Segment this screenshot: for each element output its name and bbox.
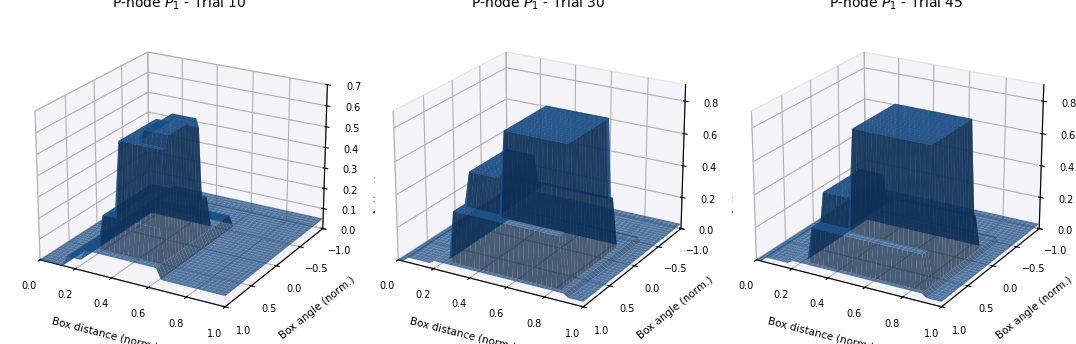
X-axis label: Box distance (norm.): Box distance (norm.) (409, 315, 518, 344)
X-axis label: Box distance (norm.): Box distance (norm.) (51, 315, 159, 344)
Y-axis label: Box angle (norm.): Box angle (norm.) (278, 275, 357, 341)
Y-axis label: Box angle (norm.): Box angle (norm.) (994, 275, 1074, 341)
Title: P-node $P_1$ - Trial 10: P-node $P_1$ - Trial 10 (113, 0, 247, 12)
Title: P-node $P_1$ - Trial 30: P-node $P_1$ - Trial 30 (470, 0, 606, 12)
Title: P-node $P_1$ - Trial 45: P-node $P_1$ - Trial 45 (829, 0, 963, 12)
Y-axis label: Box angle (norm.): Box angle (norm.) (636, 275, 716, 341)
X-axis label: Box distance (norm.): Box distance (norm.) (767, 315, 875, 344)
